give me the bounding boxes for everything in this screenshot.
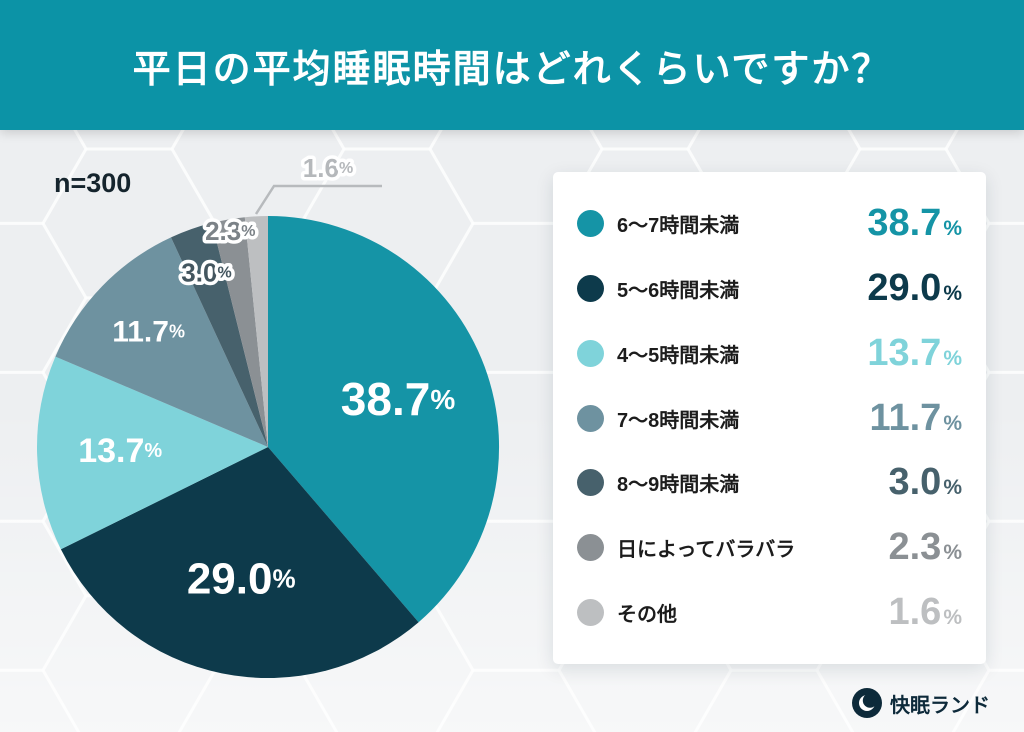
brand-footer: 快眠ランド — [852, 688, 990, 718]
legend-value: 11.7% — [869, 396, 962, 439]
legend-value: 13.7% — [867, 331, 962, 374]
pie-slice-label: 1.6% — [303, 153, 353, 183]
legend-label: その他 — [617, 604, 677, 627]
legend-color-dot — [577, 469, 604, 497]
legend-label: 4〜5時間未満 — [617, 344, 740, 367]
pie-chart: 38.7%29.0%13.7%11.7%3.0%2.3%1.6% — [36, 150, 500, 679]
header-banner: 平日の平均睡眠時間はどれくらいですか？ — [0, 0, 1024, 130]
legend-card: 6〜7時間未満 38.7% 5〜6時間未満 29.0% 4〜5時間未満 13.7… — [553, 172, 986, 664]
legend-color-dot — [577, 339, 604, 367]
kaimin-land-logo-icon — [852, 688, 882, 718]
legend-color-dot — [577, 209, 604, 237]
legend-value: 29.0% — [867, 266, 962, 309]
legend-row: 8〜9時間未満 3.0% — [577, 461, 962, 504]
legend-label: 6〜7時間未満 — [617, 214, 740, 237]
legend-color-dot — [577, 534, 604, 562]
legend-value: 1.6% — [888, 591, 962, 634]
legend-row: 6〜7時間未満 38.7% — [577, 202, 962, 245]
callout-line — [254, 184, 382, 215]
legend-row: 日によってバラバラ 2.3% — [577, 526, 962, 569]
legend-label: 7〜8時間未満 — [617, 409, 740, 432]
legend-value: 2.3% — [888, 526, 962, 569]
legend-row: 7〜8時間未満 11.7% — [577, 397, 962, 440]
legend-label: 5〜6時間未満 — [617, 279, 740, 302]
legend-label: 8〜9時間未満 — [617, 474, 740, 497]
legend-label: 日によってバラバラ — [617, 539, 796, 562]
brand-name: 快眠ランド — [890, 694, 990, 717]
sample-size-label: n=300 — [54, 168, 132, 198]
legend-color-dot — [577, 274, 604, 302]
legend-color-dot — [577, 599, 604, 627]
page-title: 平日の平均睡眠時間はどれくらいですか？ — [132, 48, 892, 91]
legend-value: 3.0% — [888, 461, 962, 504]
legend-row: 5〜6時間未満 29.0% — [577, 267, 962, 310]
legend-row: その他 1.6% — [577, 591, 962, 634]
legend-row: 4〜5時間未満 13.7% — [577, 332, 962, 375]
legend-color-dot — [577, 404, 604, 432]
legend-value: 38.7% — [867, 201, 962, 244]
